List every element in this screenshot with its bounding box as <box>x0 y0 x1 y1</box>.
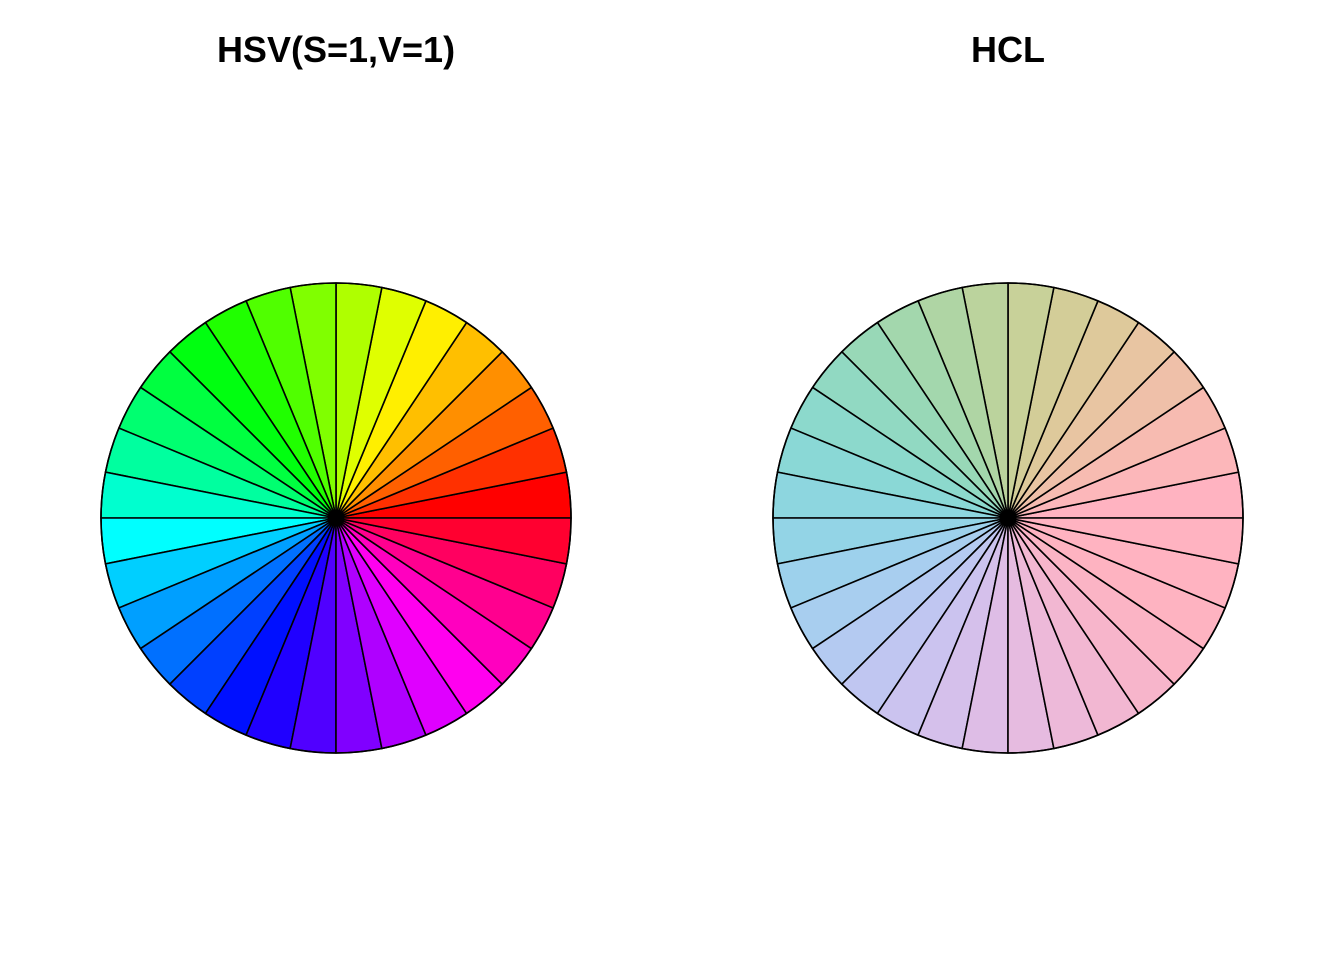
pie-outline-hsv <box>100 282 572 754</box>
pie-outline-hcl <box>772 282 1244 754</box>
panel-hsv: HSV(S=1,V=1) <box>100 29 572 754</box>
pie-chart-hsv <box>100 282 572 754</box>
pie-chart-hcl <box>772 282 1244 754</box>
chart-title-hsv: HSV(S=1,V=1) <box>217 29 455 70</box>
panel-hcl: HCL <box>772 29 1244 754</box>
chart-title-hcl: HCL <box>971 29 1045 70</box>
